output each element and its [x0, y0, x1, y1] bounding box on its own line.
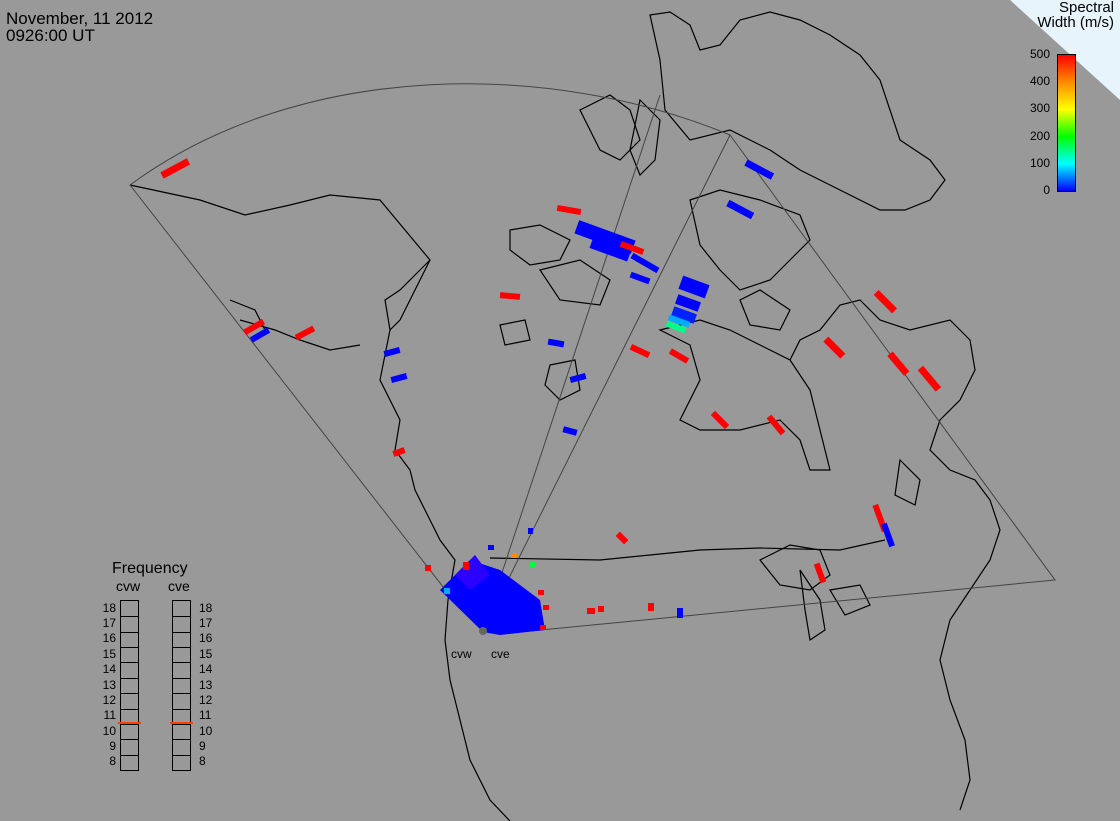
echo-cells: [160, 158, 942, 635]
colorbar-title: Spectral Width (m/s): [1004, 0, 1114, 30]
frequency-level-label-right: 17: [199, 616, 213, 631]
frequency-column-cve: [170, 600, 193, 771]
frequency-column-cvw: [118, 600, 141, 771]
map-corner: [1010, 0, 1120, 100]
site-label-cve: cve: [491, 647, 510, 661]
frequency-radar-cvw: cvw: [116, 578, 141, 594]
frequency-level-label-left: 17: [102, 616, 116, 631]
frequency-level-label-left: 10: [102, 723, 116, 738]
frequency-title: Frequency: [112, 560, 188, 577]
frequency-grid-line: [121, 739, 138, 741]
colorbar-tick-label: 0: [1043, 183, 1050, 197]
frequency-radar-cve: cve: [168, 578, 190, 594]
frequency-level-label-right: 15: [199, 646, 213, 661]
frequency-grid-line: [121, 693, 138, 695]
colorbar-tick-label: 200: [1029, 128, 1050, 143]
frequency-level-label-right: 9: [199, 738, 206, 753]
frequency-grid-line: [173, 708, 190, 710]
frequency-grid-line: [121, 647, 138, 649]
frequency-grid-line: [121, 708, 138, 710]
frequency-grid-line: [121, 662, 138, 664]
colorbar-gradient: [1057, 54, 1076, 192]
frequency-level-label-left: 14: [102, 662, 116, 677]
frequency-marker: [170, 722, 193, 725]
frequency-grid-line: [121, 616, 138, 618]
frequency-level-label-left: 12: [102, 692, 116, 707]
frequency-grid-line: [173, 754, 190, 756]
frequency-level-label-left: 13: [102, 677, 116, 692]
radar-site-marker: [479, 627, 487, 635]
frequency-grid-line: [121, 631, 138, 633]
colorbar-tick-label: 300: [1029, 101, 1050, 116]
colorbar-tick-label: 100: [1029, 155, 1050, 170]
frequency-grid-line: [121, 677, 138, 679]
frequency-grid-line: [173, 631, 190, 633]
date-label: November, 11 2012: [6, 9, 154, 28]
colorbar-tick-label: 500: [1029, 47, 1050, 61]
frequency-grid-line: [173, 647, 190, 649]
frequency-grid-line: [173, 693, 190, 695]
frequency-grid-line: [173, 677, 190, 679]
frequency-level-label-right: 13: [199, 677, 213, 692]
colorbar-title-line2: Width (m/s): [1037, 14, 1114, 31]
frequency-level-label-left: 8: [109, 754, 116, 769]
frequency-grid-line: [121, 723, 138, 725]
frequency-level-label-left: 9: [109, 738, 116, 753]
frequency-level-label-right: 16: [199, 631, 213, 646]
frequency-grid-line: [173, 739, 190, 741]
colorbar-title-line1: Spectral: [1058, 0, 1114, 16]
time-label: 0926:00 UT: [6, 26, 95, 45]
frequency-level-label-right: 11: [199, 708, 212, 723]
frequency-level-label-right: 18: [199, 600, 213, 615]
frequency-level-label-right: 10: [199, 723, 213, 738]
fov-outlines: [129, 83, 1056, 633]
frequency-level-label-left: 16: [102, 631, 116, 646]
frequency-level-label-right: 12: [199, 692, 213, 707]
frequency-level-label-left: 18: [102, 600, 116, 615]
site-label-cvw: cvw: [451, 647, 472, 661]
frequency-grid-line: [173, 723, 190, 725]
frequency-level-label-right: 8: [199, 754, 206, 769]
colorbar-tick-label: 400: [1029, 74, 1050, 89]
frequency-level-label-right: 14: [199, 662, 213, 677]
frequency-grid-line: [173, 616, 190, 618]
frequency-grid-line: [173, 662, 190, 664]
frequency-level-label-left: 15: [102, 646, 116, 661]
frequency-grid-line: [121, 754, 138, 756]
frequency-level-label-left: 11: [103, 708, 116, 723]
frequency-marker: [118, 722, 141, 725]
